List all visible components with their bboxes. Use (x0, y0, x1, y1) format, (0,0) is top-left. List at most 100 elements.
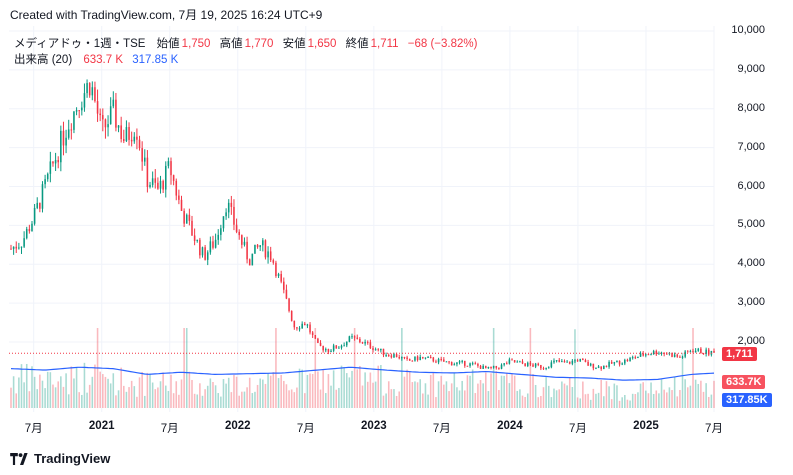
candle-body (707, 349, 710, 355)
volume-bar (600, 379, 602, 408)
volume-ma-value: 317.85 K (132, 54, 179, 66)
x-tick-label: 7月 (432, 423, 451, 435)
candle-body (582, 358, 584, 361)
volume-bar (157, 387, 159, 408)
volume-bar (366, 381, 369, 408)
candle-body (301, 323, 303, 329)
candle-body (482, 365, 484, 369)
volume-bar (700, 380, 702, 408)
candle-body (437, 358, 440, 363)
candle-body (408, 359, 411, 361)
volume-row: 出来高 (20) 633.7 K 317.85 K (14, 52, 477, 68)
volume-bar (185, 328, 188, 408)
volume-bar (324, 393, 327, 408)
volume-bar (86, 392, 88, 408)
candle-body (18, 247, 20, 249)
candle-body (566, 361, 568, 363)
volume-bar (199, 383, 201, 408)
candle-body (416, 356, 419, 361)
candle-body (259, 245, 261, 248)
candle-body (44, 179, 46, 185)
candle-body (545, 367, 547, 369)
candle-body (309, 324, 311, 333)
candle-body (60, 130, 62, 163)
y-tick-label: 9,000 (737, 62, 765, 75)
candle-body (403, 357, 406, 359)
volume-label[interactable]: 出来高 (20) (14, 54, 73, 66)
candle-body (54, 160, 57, 164)
candle-body (542, 368, 545, 370)
candle-body (679, 356, 681, 358)
candle-body (99, 113, 101, 116)
candle-body (686, 351, 689, 353)
volume-bar (322, 370, 324, 408)
volume-bar (673, 376, 676, 408)
volume-bar (679, 390, 681, 408)
volume-bar (681, 352, 684, 408)
candle-body (694, 350, 697, 353)
volume-bar (692, 328, 694, 408)
volume-bar (356, 369, 359, 408)
tradingview-footer[interactable]: TradingView (10, 451, 110, 466)
candle-body (220, 228, 222, 235)
candle-body (505, 363, 508, 365)
volume-bar (102, 374, 104, 408)
candle-body (411, 360, 414, 362)
volume-bar (645, 390, 647, 408)
volume-bar (227, 377, 230, 408)
candle-body (340, 345, 343, 348)
candle-body (107, 124, 109, 128)
candle-body (631, 357, 634, 359)
candle-body (658, 353, 660, 355)
volume-bar (338, 387, 340, 408)
price-chart[interactable] (9, 26, 718, 416)
y-tick-label: 5,000 (737, 218, 765, 231)
volume-bar (301, 369, 303, 408)
candle-body (532, 364, 534, 367)
volume-bar (217, 393, 220, 408)
candle-body (490, 366, 492, 368)
candle-body (513, 360, 516, 363)
volume-bar (471, 369, 474, 408)
volume-bar (642, 382, 644, 408)
open-value: 1,750 (181, 38, 211, 50)
candle-body (75, 110, 78, 112)
candle-body (676, 354, 679, 357)
volume-bar (288, 390, 290, 408)
volume-bar (705, 383, 707, 408)
candle-body (445, 361, 448, 363)
volume-bar (343, 366, 345, 408)
x-tick-label: 2025 (633, 420, 659, 432)
low-label: 安値 (282, 38, 306, 50)
volume-bar (524, 396, 526, 408)
candle-body (610, 361, 613, 364)
candle-body (162, 180, 164, 190)
candle-body (241, 235, 243, 245)
volume-bar (456, 387, 458, 408)
volume-bar (547, 385, 550, 408)
low-value: 1,650 (307, 38, 337, 50)
volume-bar (125, 391, 128, 408)
candle-body (214, 239, 217, 248)
volume-bar (411, 382, 414, 408)
chart-area[interactable] (9, 26, 718, 416)
symbol-label[interactable]: メディアドゥ・1週・TSE (14, 38, 146, 50)
candle-body (290, 310, 293, 321)
candle-body (345, 341, 348, 346)
x-tick-label: 2024 (497, 420, 523, 432)
volume-bar (545, 377, 547, 408)
volume-bar (130, 380, 133, 408)
candle-body (94, 87, 96, 102)
volume-bar (605, 381, 608, 408)
candle-body (188, 214, 191, 221)
candle-body (540, 365, 542, 369)
candle-body (369, 342, 372, 349)
volume-value: 633.7 K (83, 54, 124, 66)
volume-bar (201, 395, 204, 408)
candle-body (364, 341, 366, 344)
volume-bar (293, 392, 296, 408)
x-tick-label: 7月 (705, 423, 723, 435)
volume-bar (128, 387, 130, 408)
candle-body (603, 365, 605, 370)
volume-bar (65, 373, 67, 408)
